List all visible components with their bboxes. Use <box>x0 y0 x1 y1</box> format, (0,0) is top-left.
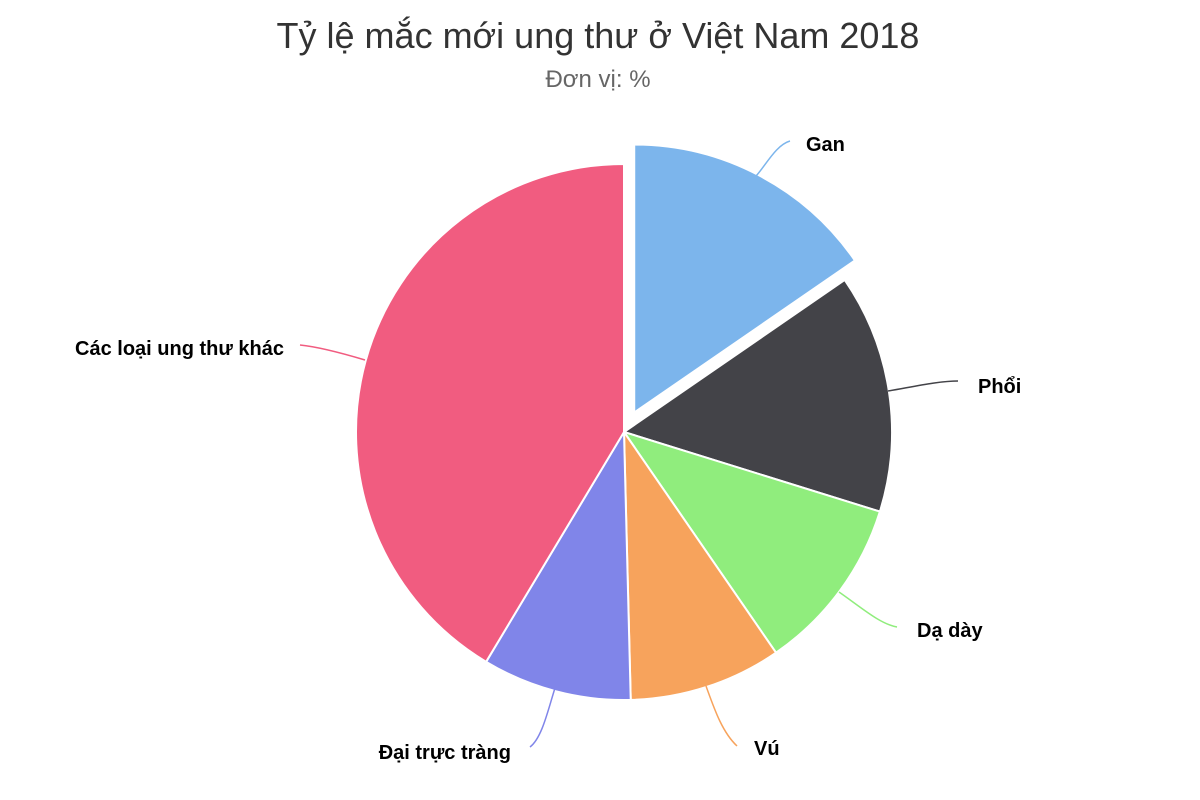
slice-label: Phổi <box>978 376 1021 398</box>
label-connector <box>838 591 898 628</box>
pie-slices <box>355 143 893 701</box>
chart-subtitle: Đơn vị: % <box>545 66 650 93</box>
label-connector <box>755 140 791 177</box>
slice-labels: Gan Phổi Dạ dày Vú Đại trực tràng Các loại un… <box>75 134 1021 764</box>
pie-slice[interactable] <box>623 431 881 654</box>
chart-title: Tỷ lệ mắc mới ung thư ở Việt Nam 2018 <box>277 15 920 56</box>
slice-label: Đại trực tràng <box>379 742 511 764</box>
pie-slice[interactable] <box>623 278 893 513</box>
slice-label: Dạ dày <box>917 620 983 642</box>
pie-slice[interactable] <box>485 431 632 701</box>
label-connector <box>299 344 366 361</box>
label-connector <box>529 687 556 748</box>
slice-label: Gan <box>806 134 845 156</box>
label-connectors <box>299 140 959 748</box>
label-connector <box>705 685 738 747</box>
label-connector <box>887 380 959 392</box>
pie-slice[interactable] <box>355 163 625 663</box>
slice-label: Vú <box>754 738 780 760</box>
pie-slice[interactable] <box>633 143 856 414</box>
slice-label: Các loại ung thư khác <box>75 338 284 360</box>
